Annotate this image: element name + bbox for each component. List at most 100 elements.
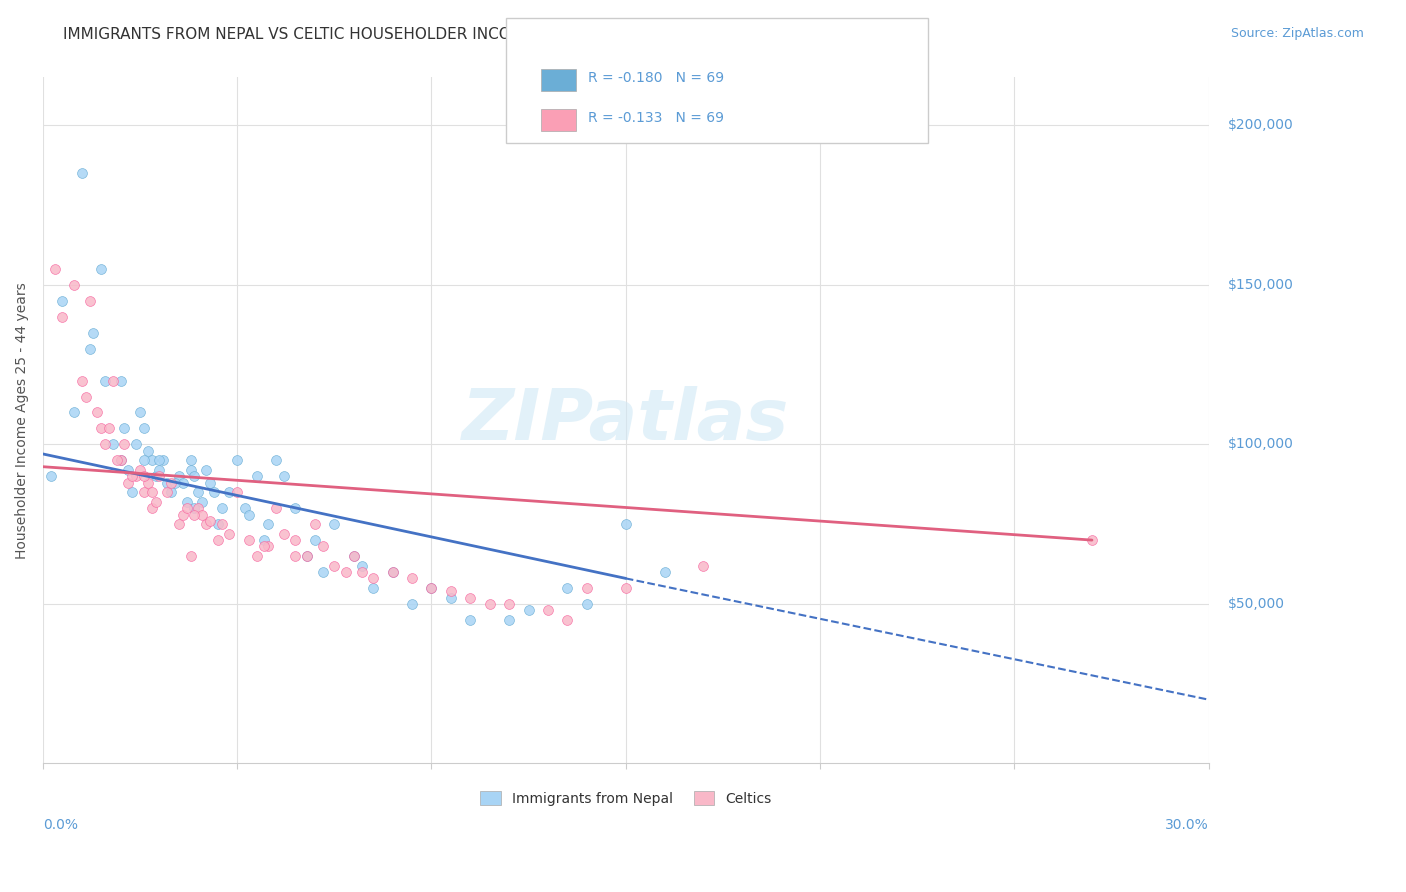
Point	[152, 453, 174, 467]
Point	[284, 501, 307, 516]
Point	[121, 469, 143, 483]
Point	[343, 549, 366, 563]
Point	[273, 469, 295, 483]
Point	[245, 549, 267, 563]
Point	[90, 421, 112, 435]
Point	[257, 540, 280, 554]
Point	[101, 437, 124, 451]
Point	[114, 437, 136, 451]
Point	[114, 421, 136, 435]
Point	[145, 469, 167, 483]
Point	[117, 475, 139, 490]
Text: Source: ZipAtlas.com: Source: ZipAtlas.com	[1230, 27, 1364, 40]
Point	[401, 597, 423, 611]
Y-axis label: Householder Income Ages 25 - 44 years: Householder Income Ages 25 - 44 years	[15, 282, 30, 558]
Point	[211, 501, 233, 516]
Point	[129, 405, 152, 419]
Point	[51, 293, 73, 308]
Point	[575, 597, 598, 611]
Point	[335, 565, 357, 579]
Point	[304, 517, 326, 532]
Point	[284, 549, 307, 563]
Point	[132, 485, 155, 500]
Point	[86, 405, 108, 419]
Point	[381, 565, 404, 579]
Point	[218, 485, 240, 500]
Point	[145, 495, 167, 509]
Point	[226, 453, 249, 467]
Point	[191, 508, 214, 522]
Point	[458, 613, 481, 627]
Point	[180, 453, 202, 467]
Point	[257, 517, 280, 532]
Point	[51, 310, 73, 324]
Point	[264, 453, 287, 467]
Point	[557, 613, 579, 627]
Point	[136, 443, 159, 458]
Point	[148, 453, 170, 467]
Point	[537, 603, 560, 617]
Point	[420, 581, 443, 595]
Point	[75, 390, 97, 404]
Point	[163, 475, 186, 490]
Point	[129, 463, 152, 477]
Point	[498, 597, 520, 611]
Point	[440, 591, 463, 605]
Point	[63, 405, 86, 419]
Point	[90, 261, 112, 276]
Point	[478, 597, 501, 611]
Point	[440, 584, 463, 599]
Point	[323, 517, 346, 532]
Point	[557, 581, 579, 595]
Point	[176, 495, 198, 509]
Point	[350, 565, 373, 579]
Point	[361, 571, 384, 585]
Point	[156, 475, 179, 490]
Point	[141, 485, 163, 500]
Point	[323, 558, 346, 573]
Point	[180, 463, 202, 477]
Point	[517, 603, 540, 617]
Point	[132, 469, 155, 483]
Text: R = -0.133   N = 69: R = -0.133 N = 69	[588, 111, 724, 125]
Point	[136, 475, 159, 490]
Text: 0.0%: 0.0%	[44, 818, 77, 832]
Point	[211, 517, 233, 532]
Text: 30.0%: 30.0%	[1164, 818, 1209, 832]
Point	[311, 540, 333, 554]
Point	[183, 501, 205, 516]
Point	[198, 475, 221, 490]
Point	[575, 581, 598, 595]
Point	[176, 501, 198, 516]
Point	[39, 469, 62, 483]
Point	[148, 463, 170, 477]
Point	[94, 437, 117, 451]
Point	[284, 533, 307, 547]
Point	[295, 549, 318, 563]
Point	[273, 526, 295, 541]
Point	[172, 508, 194, 522]
Point	[692, 558, 714, 573]
Point	[401, 571, 423, 585]
Point	[156, 485, 179, 500]
Point	[207, 533, 229, 547]
Text: $100,000: $100,000	[1227, 437, 1294, 451]
Point	[110, 374, 132, 388]
Point	[420, 581, 443, 595]
Point	[141, 501, 163, 516]
Point	[148, 469, 170, 483]
Point	[160, 485, 183, 500]
Point	[121, 485, 143, 500]
Point	[110, 453, 132, 467]
Text: ZIPatlas: ZIPatlas	[463, 386, 789, 455]
Point	[167, 469, 190, 483]
Point	[187, 485, 209, 500]
Point	[218, 526, 240, 541]
Point	[458, 591, 481, 605]
Point	[79, 293, 101, 308]
Point	[180, 549, 202, 563]
Point	[132, 453, 155, 467]
Point	[117, 463, 139, 477]
Point	[198, 514, 221, 528]
Point	[79, 342, 101, 356]
